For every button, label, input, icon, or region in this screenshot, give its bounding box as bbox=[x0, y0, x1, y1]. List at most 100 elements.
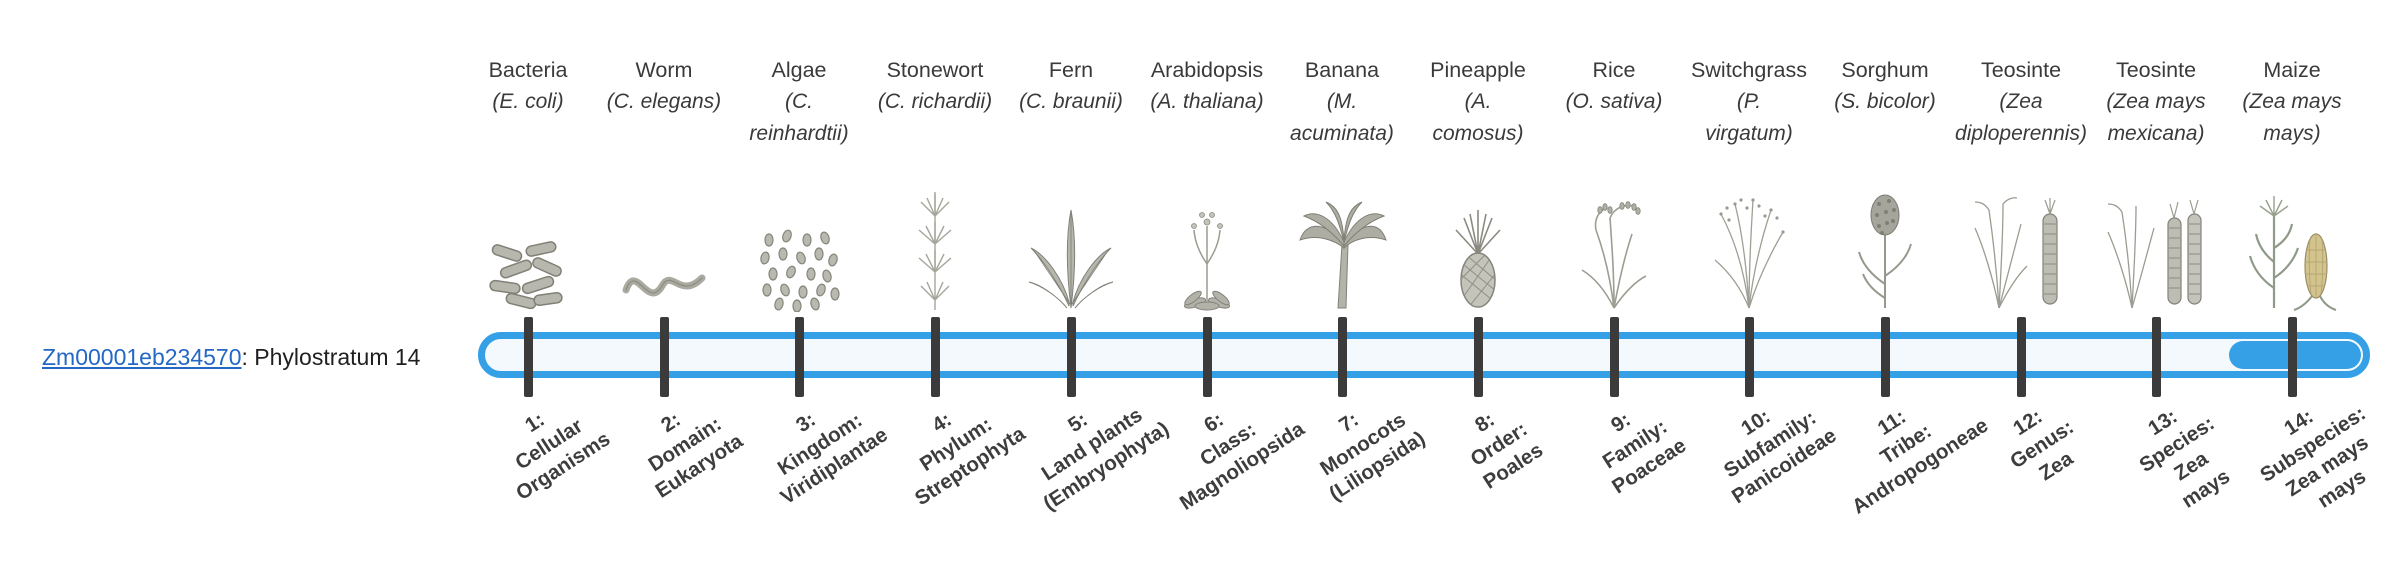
organism-image bbox=[1267, 168, 1417, 312]
phylostratum-column: Pineapple (A. comosus) 8: Order: Poales bbox=[1403, 0, 1553, 580]
organism-label: Bacteria (E. coli) bbox=[441, 54, 615, 118]
organism-image bbox=[453, 168, 603, 312]
algae-icon bbox=[760, 229, 840, 312]
switchgrass-icon bbox=[1714, 198, 1785, 309]
organism-common-name: Pineapple bbox=[1430, 58, 1526, 82]
phylostratum-column: Arabidopsis (A. thaliana) bbox=[1132, 0, 1308, 580]
phylostratum-tick bbox=[1202, 317, 1212, 397]
phylostratum-column: Fern (C. braunii) 5: Land plants (Embryo… bbox=[996, 0, 1173, 580]
organism-common-name: Algae bbox=[771, 58, 827, 82]
phylostratum-tick bbox=[1609, 317, 1619, 397]
phylostratum-tick bbox=[523, 317, 533, 397]
phylostratum-tick bbox=[1744, 317, 1754, 397]
organism-common-name: Worm bbox=[635, 58, 693, 82]
organism-common-name: Switchgrass bbox=[1691, 58, 1807, 82]
sorghum-icon bbox=[1858, 194, 1912, 308]
organism-label: Pineapple (A. comosus) bbox=[1391, 54, 1565, 149]
phylostratum-tick bbox=[794, 317, 804, 397]
organism-image bbox=[1403, 168, 1553, 312]
organism-image bbox=[1674, 168, 1824, 312]
organism-image bbox=[1132, 168, 1282, 312]
organism-scientific-name: (Zea diploperennis) bbox=[1955, 90, 2087, 145]
organism-image bbox=[2217, 168, 2367, 312]
organism-common-name: Rice bbox=[1592, 58, 1636, 82]
organism-scientific-name: (C. reinhardtii) bbox=[749, 90, 849, 145]
phylostratum-tick bbox=[1337, 317, 1347, 397]
phylostratum-column: Bacteria (E. coli) 1: Cellular Organisms bbox=[453, 0, 615, 580]
organism-image bbox=[1539, 168, 1689, 312]
organism-label: Maize (Zea mays mays) bbox=[2205, 54, 2379, 149]
organism-label: Worm (C. elegans) bbox=[577, 54, 751, 118]
organism-scientific-name: (C. elegans) bbox=[606, 90, 722, 114]
phylostratum-label: 14: Subspecies: Zea mays mays bbox=[2256, 401, 2373, 513]
phylostratum-column: Sorghum (S. bicolor) 11: Tribe: An bbox=[1810, 0, 1992, 580]
phylostratum-tick bbox=[930, 317, 940, 397]
organism-image bbox=[589, 168, 739, 312]
phylostratum-column: Banana (M. acuminata) 7: Monocots (Lilio… bbox=[1267, 0, 1429, 580]
organism-image bbox=[1946, 168, 2096, 312]
organism-scientific-name: (C. richardii) bbox=[877, 90, 993, 114]
organism-image bbox=[860, 168, 1010, 312]
organism-common-name: Sorghum bbox=[1841, 58, 1929, 82]
organism-label: Rice (O. sativa) bbox=[1527, 54, 1701, 118]
phylostratum-tick bbox=[2287, 317, 2297, 397]
teosinte-diploperennis-icon bbox=[1974, 197, 2058, 309]
organism-image bbox=[724, 168, 874, 312]
phylostratum-column: Rice (O. sativa) bbox=[1539, 0, 1691, 580]
phylostratum-tick bbox=[1880, 317, 1890, 397]
organism-label: Teosinte (Zea mays mexicana) bbox=[2069, 54, 2243, 149]
organism-scientific-name: (M. acuminata) bbox=[1290, 90, 1394, 145]
phylostratum-tick bbox=[1066, 317, 1076, 397]
pineapple-icon bbox=[1455, 210, 1501, 308]
organism-scientific-name: (A. comosus) bbox=[1432, 90, 1524, 145]
phylostratum-tick bbox=[2016, 317, 2026, 397]
phylostratum-column: Worm (C. elegans) 2: Domain: Eukaryota bbox=[589, 0, 747, 580]
phylostratum-tick bbox=[1473, 317, 1483, 397]
phylostratum-label: 8: Order: Poales bbox=[1466, 407, 1548, 495]
phylostratum-column: Teosinte (Zea diploperennis) bbox=[1946, 0, 2096, 580]
organism-label: Fern (C. braunii) bbox=[984, 54, 1158, 118]
organism-image bbox=[1810, 168, 1960, 312]
organism-scientific-name: (C. braunii) bbox=[1019, 90, 1123, 114]
phylostratum-column: Stonewort (C. richardii) 4: Phylum: Stre… bbox=[860, 0, 1030, 580]
organism-image bbox=[996, 168, 1146, 312]
phylostratum-track bbox=[478, 332, 2370, 378]
gene-caption: Zm00001eb234570: Phylostratum 14 bbox=[42, 344, 420, 371]
bacteria-icon bbox=[489, 241, 563, 310]
banana-icon bbox=[1299, 201, 1387, 309]
organism-common-name: Arabidopsis bbox=[1150, 58, 1264, 82]
organism-common-name: Stonewort bbox=[886, 58, 984, 82]
organism-common-name: Teosinte bbox=[1980, 58, 2062, 82]
organism-common-name: Banana bbox=[1304, 58, 1380, 82]
organism-image bbox=[2081, 168, 2231, 312]
organism-label: Algae (C. reinhardtii) bbox=[712, 54, 886, 149]
phylostratum-column: Algae (C. reinhardtii) bbox=[724, 0, 892, 580]
rice-icon bbox=[1581, 201, 1647, 309]
phylostratum-label: 12: Genus: Zea bbox=[2006, 404, 2078, 486]
organism-scientific-name: (A. thaliana) bbox=[1150, 90, 1264, 114]
organism-scientific-name: (P. virgatum) bbox=[1705, 90, 1793, 145]
organism-scientific-name: (S. bicolor) bbox=[1834, 90, 1936, 114]
organism-label: Stonewort (C. richardii) bbox=[848, 54, 1022, 118]
organism-common-name: Fern bbox=[1048, 58, 1094, 82]
gene-link[interactable]: Zm00001eb234570 bbox=[42, 344, 242, 370]
stonewort-icon bbox=[918, 192, 952, 310]
organism-label: Sorghum (S. bicolor) bbox=[1798, 54, 1972, 118]
organism-label: Teosinte (Zea diploperennis) bbox=[1934, 54, 2108, 149]
fern-icon bbox=[1028, 209, 1114, 309]
organism-scientific-name: (E. coli) bbox=[492, 90, 564, 114]
organism-scientific-name: (Zea mays mexicana) bbox=[2106, 90, 2206, 145]
arabidopsis-icon bbox=[1183, 212, 1231, 311]
organism-common-name: Maize bbox=[2263, 58, 2321, 82]
phylostratum-column: Teosinte (Zea mays mexicana) bbox=[2081, 0, 2234, 580]
maize-icon bbox=[2248, 196, 2337, 311]
organism-scientific-name: (O. sativa) bbox=[1565, 90, 1663, 114]
teosinte-mexicana-icon bbox=[2107, 199, 2202, 309]
organism-label: Switchgrass (P. virgatum) bbox=[1662, 54, 1836, 149]
phylostratum-column: Switchgrass (P. virgatum) bbox=[1674, 0, 1841, 580]
organism-common-name: Bacteria bbox=[488, 58, 568, 82]
organism-common-name: Teosinte bbox=[2115, 58, 2197, 82]
phylostratum-column: Maize (Zea mays mays) bbox=[2217, 0, 2372, 580]
phylostratum-tick bbox=[2151, 317, 2161, 397]
